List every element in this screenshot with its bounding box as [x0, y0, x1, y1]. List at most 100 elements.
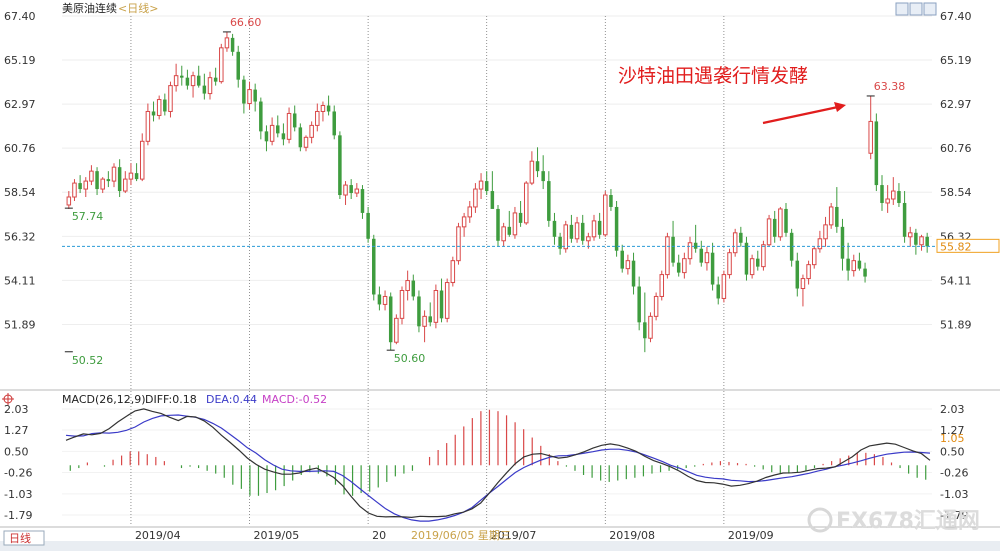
candle-body [190, 75, 196, 87]
candle-body [523, 182, 529, 224]
date-label: 2019/04 [135, 529, 181, 542]
candle-body [772, 218, 777, 237]
extreme-label: 57.74 [72, 210, 104, 223]
candle-body [106, 179, 111, 182]
candle-body [840, 226, 845, 259]
candle-body [518, 212, 523, 223]
macd-tick-left: -1.03 [4, 488, 32, 501]
candle-body [778, 208, 783, 238]
candle-body [563, 224, 569, 250]
candle-body [309, 124, 314, 138]
candle-body [914, 232, 918, 245]
candle-body [338, 135, 342, 196]
toolbar [895, 2, 937, 16]
candle-body [332, 111, 336, 136]
candle-body [586, 236, 591, 242]
candle-body [891, 190, 896, 200]
candle-body [253, 89, 257, 102]
candle-body [784, 208, 788, 233]
expand-icon[interactable] [923, 2, 937, 16]
macd-legend: MACD(26,12,9) DIFF:0.18 DEA:0.44 MACD:-0… [2, 393, 965, 445]
candle-body [609, 195, 613, 207]
candle-body [168, 85, 173, 112]
candle-body [648, 315, 653, 339]
candle-body [693, 242, 698, 249]
date-label: 2019/09 [728, 529, 774, 542]
candle-body [919, 236, 924, 246]
grid-icon[interactable] [895, 2, 909, 16]
candle-body [603, 194, 608, 236]
candle-body [315, 110, 320, 126]
candle-body [749, 258, 755, 276]
candle-body [354, 188, 360, 194]
macd-tick-left: 1.27 [4, 424, 29, 437]
candle-body [496, 208, 500, 241]
candle-body [145, 110, 151, 142]
period-label[interactable]: <日线> [118, 1, 158, 15]
candle-body [89, 170, 94, 182]
candle-body [372, 238, 376, 295]
candle-body [744, 242, 749, 275]
candle-body [388, 296, 393, 343]
candle-body [721, 274, 727, 299]
macd-tick-left: 2.03 [4, 403, 29, 416]
instrument-title: 美原油连续 [62, 1, 117, 15]
candle-body [467, 206, 473, 218]
candle-body [756, 258, 760, 267]
price-tick-left: 54.11 [4, 274, 36, 287]
candle-body [512, 212, 518, 236]
extreme-label: 50.52 [72, 354, 104, 367]
candle-body [574, 222, 580, 240]
price-tick-right: 54.11 [940, 274, 972, 287]
candle-body [665, 236, 670, 276]
date-axis-labels: 2019/04 2019/05 20 2019/07 2019/08 2019/09 [135, 529, 774, 542]
candle-body [269, 124, 275, 142]
candle-body [682, 258, 687, 274]
candle-body [292, 113, 297, 128]
candle-body [761, 244, 766, 268]
candle-body [411, 280, 416, 297]
candle-body [128, 172, 134, 180]
candle-body [620, 250, 624, 269]
current-price-box [936, 238, 1000, 253]
watermark-text: FX678汇通网 [836, 509, 980, 534]
candle-body [704, 252, 710, 264]
macd-tick-right: -0.26 [940, 466, 968, 479]
period-tab-label: 日线 [9, 531, 31, 545]
candle-body [247, 89, 252, 105]
macd-tick-right: -1.79 [940, 509, 968, 522]
candle-body [394, 317, 399, 343]
price-tick-right: 65.19 [940, 54, 972, 67]
chart-icon[interactable] [909, 2, 923, 16]
candle-body [659, 274, 665, 297]
candle-body [902, 202, 907, 237]
macd-tick-right: -1.03 [940, 488, 968, 501]
candle-body [213, 77, 218, 82]
candle-body [676, 262, 681, 273]
period-tab[interactable]: 日线 [3, 530, 45, 546]
candle-body [817, 238, 823, 250]
candle-body [117, 167, 122, 192]
candle-body [281, 133, 286, 140]
macd-params: MACD(26,12,9) [62, 393, 146, 406]
candle-body [687, 242, 693, 260]
candle-body [625, 260, 631, 270]
candle-body [207, 77, 213, 95]
candle-body [433, 290, 439, 323]
macd-value-label: MACD:-0.52 [262, 393, 327, 406]
candle-body [484, 181, 489, 192]
candle-body [501, 226, 506, 242]
candle-body [163, 99, 167, 112]
crosshair-icon[interactable] [2, 393, 14, 405]
candle-body [259, 101, 263, 132]
candle-body [202, 85, 207, 94]
extreme-label: 50.60 [394, 352, 426, 365]
candle-body [789, 232, 794, 261]
candle-body [835, 206, 839, 227]
candle-body [699, 248, 704, 263]
candle-body [823, 224, 828, 240]
macd-tick-left: -0.26 [4, 466, 32, 479]
candle-body [444, 282, 450, 319]
